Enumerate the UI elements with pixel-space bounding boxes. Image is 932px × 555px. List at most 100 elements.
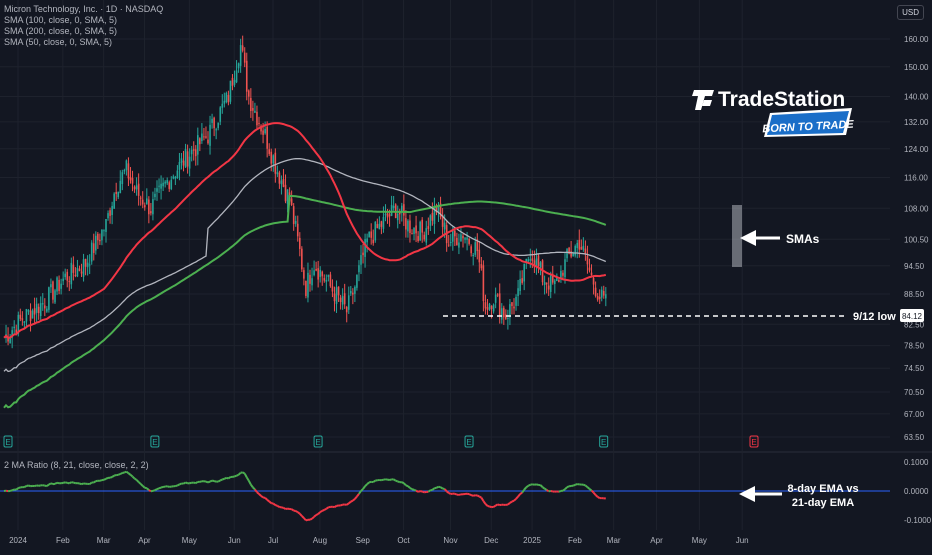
osc-segment [543,487,545,488]
osc-segment [432,488,434,490]
candle [42,303,44,304]
osc-segment [179,484,181,485]
osc-segment [159,488,161,489]
candle [56,277,58,291]
osc-segment [35,485,37,486]
candle [238,63,240,68]
candle [226,93,228,102]
osc-segment [310,519,312,520]
candle [527,259,529,261]
osc-segment [167,486,169,487]
candle [489,304,491,310]
candle [242,45,244,50]
candle [22,318,24,320]
legend-sma100[interactable]: SMA (100, close, 0, SMA, 5) [4,15,163,26]
candle [50,284,52,287]
candle [105,219,107,232]
candle [217,123,219,129]
legend-sma50[interactable]: SMA (50, close, 0, SMA, 5) [4,37,163,48]
osc-segment [224,478,226,479]
candle [246,61,248,92]
candle [497,295,499,296]
candle [295,221,297,224]
osc-segment [196,482,198,483]
candle [187,151,189,166]
osc-segment [24,486,26,487]
candle [175,177,177,179]
earnings-marker-label: E [152,438,157,447]
osc-segment [122,472,124,473]
candle [270,152,272,164]
osc-segment [145,488,147,489]
candle [164,182,166,184]
candle [523,264,525,282]
low-label: 9/12 low [853,311,896,323]
candle [221,104,223,108]
osc-segment [369,482,371,483]
candle [111,206,113,215]
price-tick-label: 63.50 [904,433,925,442]
osc-segment [447,491,449,493]
osc-segment [243,472,245,473]
osc-segment [259,494,261,496]
candle [173,176,175,178]
legend-sma200[interactable]: SMA (200, close, 0, SMA, 5) [4,26,163,37]
candle [234,80,236,85]
indicator-legend: Micron Technology, Inc. · 1D · NASDAQ SM… [4,4,163,48]
osc-segment [394,479,396,480]
candle [20,315,22,319]
earnings-marker-label: E [601,438,606,447]
candle [146,198,148,204]
candle [183,161,185,166]
candle [321,272,323,277]
candle [291,199,293,205]
candle [487,307,489,310]
oscillator-legend[interactable]: 2 MA Ratio (8, 21, close, close, 2, 2) [4,460,149,470]
candle [421,220,423,233]
candle [209,125,211,146]
time-tick-label: Mar [607,536,621,545]
osc-segment [175,486,177,487]
osc-segment [302,516,304,518]
candle [258,123,260,124]
candle [99,240,101,241]
candle [417,236,419,241]
osc-segment [16,488,18,490]
osc-segment [559,491,561,492]
currency-button[interactable]: USD [897,5,924,20]
candle [583,246,585,250]
candle [411,233,413,234]
candle [62,279,64,282]
candle [485,302,487,308]
candle [332,286,334,291]
candle [303,270,305,278]
candle [281,180,283,184]
osc-segment [10,490,12,491]
osc-segment [390,479,392,480]
candle [605,294,607,298]
osc-segment [547,490,549,491]
candle [425,228,427,243]
time-tick-label: Sep [356,536,371,545]
osc-segment [508,503,510,505]
osc-segment [422,492,424,493]
osc-segment [130,475,132,477]
candle [405,218,407,229]
candle [177,171,179,178]
candle [597,296,599,300]
sma-highlight-bar [732,205,742,267]
osc-segment [257,492,259,494]
candle [203,136,205,137]
candle [515,297,517,306]
osc-segment [598,497,600,498]
candle [109,210,111,216]
candle [413,227,415,233]
candle [85,259,87,267]
candle [419,222,421,241]
candle [495,295,497,303]
candle [101,230,103,240]
candle [64,274,66,277]
time-tick-label: 2024 [9,536,27,545]
osc-segment [239,473,241,475]
candle [346,307,348,312]
